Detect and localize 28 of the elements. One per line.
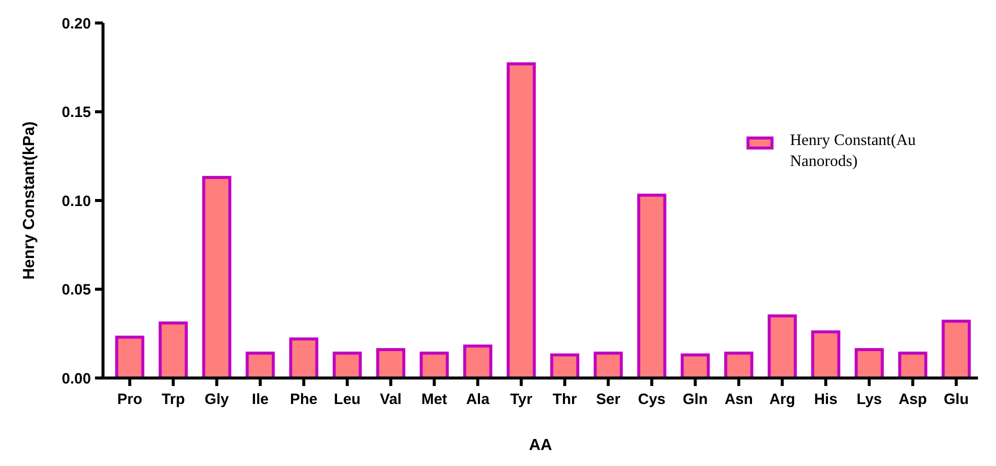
x-tick-label: Glu bbox=[944, 391, 969, 408]
y-tick-label: 0.15 bbox=[62, 104, 91, 121]
legend-label: Henry Constant(Au Nanorods) bbox=[790, 132, 916, 170]
x-tick-label: Ile bbox=[252, 391, 269, 408]
x-tick-label: His bbox=[814, 391, 838, 408]
y-tick-label: 0.00 bbox=[62, 370, 91, 388]
x-tick-label: Arg bbox=[769, 391, 796, 408]
x-tick-label: Asp bbox=[898, 391, 927, 408]
x-tick-label: Ser bbox=[596, 391, 621, 408]
x-tick-label: Cys bbox=[638, 391, 666, 408]
x-tick-label: Gln bbox=[682, 391, 708, 408]
x-tick-label: Thr bbox=[552, 391, 577, 408]
x-tick-label: Phe bbox=[290, 391, 318, 408]
x-tick-label: Asn bbox=[724, 391, 753, 408]
x-tick-label: Val bbox=[380, 391, 402, 408]
y-axis-title: Henry Constant(kPa) bbox=[21, 121, 38, 280]
x-tick-label: Leu bbox=[334, 391, 361, 408]
x-axis-title: AA bbox=[528, 437, 552, 454]
x-tick-label: Pro bbox=[117, 391, 142, 408]
x-tick-label: Trp bbox=[162, 391, 185, 408]
x-tick-label: Gly bbox=[204, 391, 230, 408]
x-tick-label: Met bbox=[421, 391, 448, 408]
y-tick-label: 0.20 bbox=[62, 15, 91, 32]
x-tick-label: Tyr bbox=[510, 391, 533, 408]
y-tick-label: 0.10 bbox=[62, 192, 91, 210]
x-tick-label: Lys bbox=[856, 391, 882, 408]
y-tick-label: 0.05 bbox=[62, 282, 91, 298]
x-tick-label: Ala bbox=[466, 391, 490, 408]
